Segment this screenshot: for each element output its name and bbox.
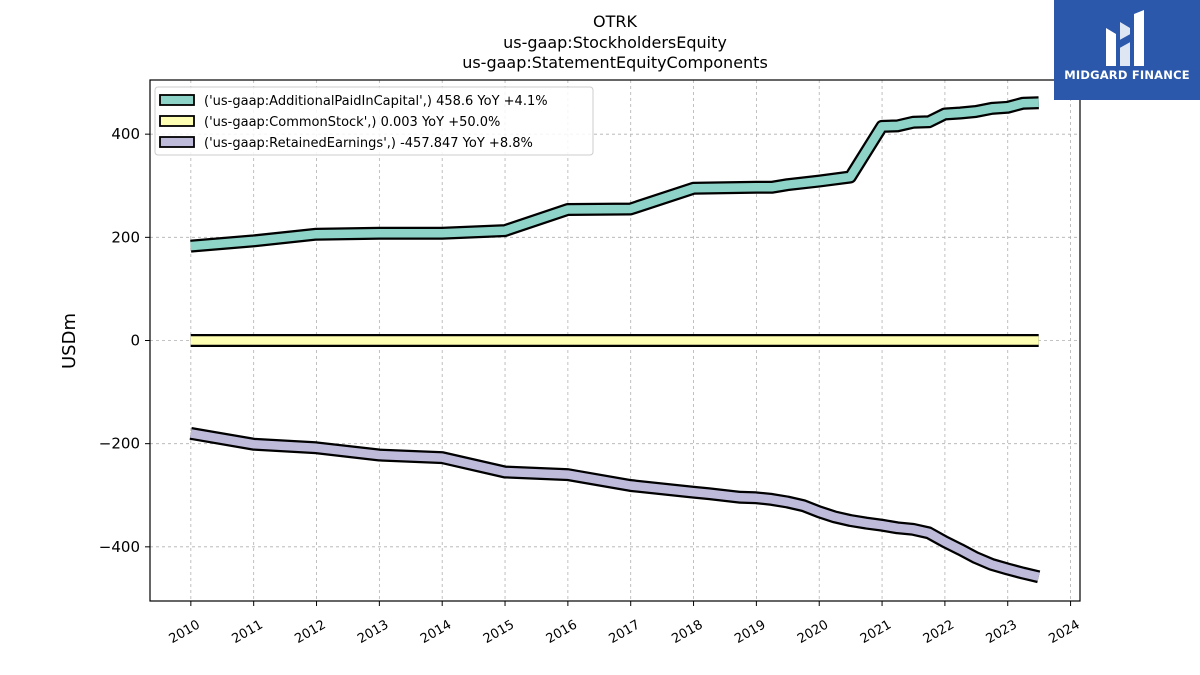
x-tick-label: 2013 bbox=[355, 617, 391, 647]
legend-swatch bbox=[159, 136, 195, 148]
y-tick-label: 0 bbox=[130, 332, 140, 350]
y-axis-label: USDm bbox=[59, 313, 80, 369]
x-tick-label: 2014 bbox=[418, 617, 454, 647]
y-tick-label: 200 bbox=[111, 228, 140, 246]
x-tick-label: 2019 bbox=[732, 617, 768, 647]
logo-mark-icon bbox=[1106, 10, 1144, 66]
legend-entry: ('us-gaap:CommonStock',) 0.003 YoY +50.0… bbox=[204, 115, 500, 130]
x-tick-label: 2020 bbox=[795, 617, 831, 647]
chart-title-line-1: OTRK bbox=[593, 12, 637, 31]
series-line-fill bbox=[189, 429, 1040, 581]
chart-title: OTRK us-gaap:StockholdersEquity us-gaap:… bbox=[462, 12, 768, 72]
series-line-0 bbox=[190, 96, 1039, 253]
x-tick-label: 2010 bbox=[167, 617, 203, 647]
midgard-finance-logo: MIDGARD FINANCE bbox=[1054, 0, 1200, 100]
x-tick-label: 2022 bbox=[921, 617, 957, 647]
series-layer bbox=[189, 96, 1041, 584]
y-tick-label: −200 bbox=[99, 435, 140, 453]
x-tick-label: 2021 bbox=[858, 617, 894, 647]
legend-swatch bbox=[159, 115, 195, 127]
legend-swatch bbox=[159, 94, 195, 106]
legend-box bbox=[154, 86, 594, 156]
x-tick-label: 2016 bbox=[544, 617, 580, 647]
legend-entry: ('us-gaap:RetainedEarnings',) -457.847 Y… bbox=[204, 136, 533, 151]
x-tick-label: 2024 bbox=[1046, 617, 1082, 647]
x-tick-label: 2023 bbox=[984, 617, 1020, 647]
y-tick-label: −400 bbox=[99, 538, 140, 556]
x-tick-label: 2015 bbox=[481, 617, 517, 647]
x-tick-label: 2017 bbox=[607, 617, 643, 647]
y-axis: −400 −200 0 200 400 bbox=[99, 125, 150, 556]
x-tick-label: 2018 bbox=[669, 617, 705, 647]
legend: ('us-gaap:AdditionalPaidInCapital',) 458… bbox=[154, 86, 594, 156]
series-line-outline bbox=[189, 426, 1041, 584]
chart-title-line-3: us-gaap:StatementEquityComponents bbox=[462, 53, 768, 72]
series-line-fill bbox=[190, 98, 1039, 251]
chart-title-line-2: us-gaap:StockholdersEquity bbox=[503, 33, 727, 52]
logo-text: MIDGARD FINANCE bbox=[1064, 68, 1190, 82]
y-tick-label: 400 bbox=[111, 125, 140, 143]
legend-entry: ('us-gaap:AdditionalPaidInCapital',) 458… bbox=[204, 94, 548, 109]
x-tick-label: 2012 bbox=[292, 617, 328, 647]
series-line-2 bbox=[189, 426, 1041, 584]
x-axis: 2010 2011 2012 2013 2014 2015 2016 2017 2018 2019… bbox=[167, 601, 1083, 647]
x-tick-label: 2011 bbox=[230, 617, 266, 647]
